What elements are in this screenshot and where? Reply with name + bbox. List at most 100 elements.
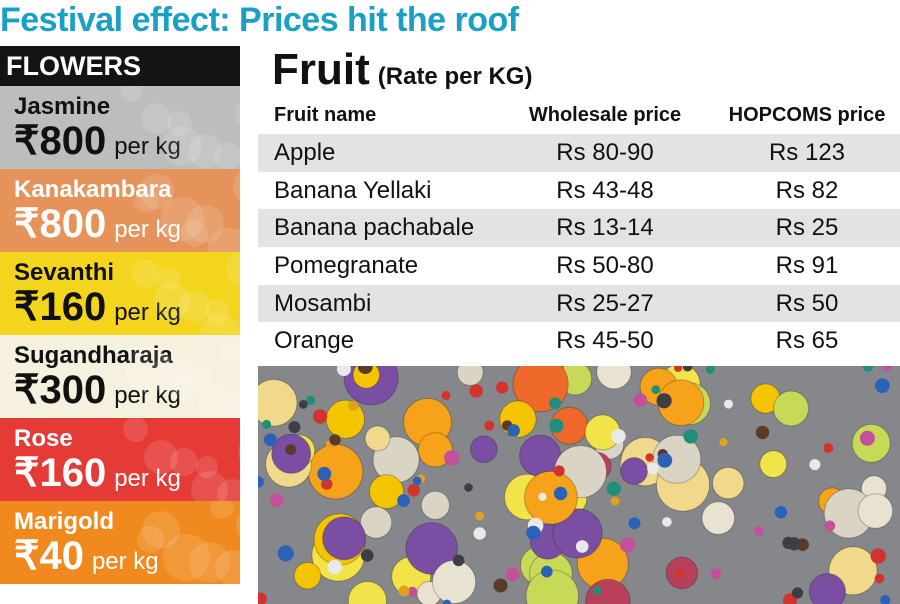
person [321, 478, 333, 490]
flower-heap [417, 432, 453, 468]
person [317, 466, 332, 481]
person [619, 537, 636, 553]
person [809, 459, 821, 471]
fruit-name-cell: Banana Yellaki [274, 176, 432, 204]
flower-item-marigold: Marigold ₹40 per kg [0, 501, 240, 584]
person [610, 496, 620, 506]
table-row: Apple Rs 80-90 Rs 123 [258, 134, 900, 172]
flower-heap [359, 506, 393, 539]
flower-heap [364, 425, 391, 452]
flower-heap [857, 493, 894, 529]
fruit-name-cell: Orange [274, 327, 355, 355]
flower-heap [456, 366, 484, 386]
wholesale-price-cell: Rs 80-90 [556, 138, 654, 166]
flower-heap [808, 573, 846, 604]
person [329, 434, 341, 446]
flower-price-amount: ₹800 [14, 119, 107, 163]
flower-item-sevanthi: Sevanthi ₹160 per kg [0, 252, 240, 335]
person [258, 592, 267, 604]
person [263, 433, 277, 447]
page-headline: Festival effect: Prices hit the roof [0, 1, 519, 39]
flower-price: ₹800 per kg [14, 204, 240, 252]
person [464, 483, 473, 492]
flower-heap [432, 559, 477, 604]
flower-list: Jasmine ₹800 per kg Kanakambara ₹800 per k… [0, 86, 240, 584]
flower-item-jasmine: Jasmine ₹800 per kg [0, 86, 240, 169]
flower-price-unit: per kg [114, 382, 181, 409]
person [710, 568, 722, 579]
person [870, 548, 886, 564]
person [270, 493, 284, 507]
person [823, 443, 834, 453]
person [493, 578, 508, 593]
person [285, 444, 297, 456]
flower-heap [524, 470, 578, 525]
flower-price-amount: ₹160 [14, 451, 107, 495]
flower-heap [773, 390, 809, 427]
person [575, 540, 589, 553]
flower-heap [258, 379, 298, 427]
flower-price-amount: ₹40 [14, 534, 84, 578]
person [880, 595, 891, 604]
flower-heap [307, 443, 364, 500]
person [312, 409, 328, 424]
person [755, 425, 770, 440]
person [262, 419, 272, 429]
flower-name: Sugandharaja [14, 342, 173, 369]
person [441, 390, 451, 400]
hopcoms-price-cell: Rs 25 [775, 214, 839, 242]
person [538, 492, 547, 501]
person [553, 486, 568, 501]
table-row: Orange Rs 45-50 Rs 65 [258, 322, 900, 360]
flower-heap [405, 522, 458, 575]
person [647, 462, 659, 475]
person [505, 567, 520, 581]
person [592, 586, 602, 595]
fruit-price-table: Fruit name Wholesale price HOPCOMS price… [258, 96, 900, 360]
person [882, 366, 891, 372]
hopcoms-price-cell: Rs 91 [775, 251, 839, 279]
fruit-name-cell: Banana pachabale [274, 214, 475, 242]
table-row: Banana pachabale Rs 13-14 Rs 25 [258, 209, 900, 248]
flower-name: Kanakambara [14, 176, 172, 203]
fruit-name-cell: Mosambi [274, 289, 372, 317]
person [675, 569, 685, 579]
flower-heap [420, 490, 450, 520]
person [754, 526, 764, 536]
person [724, 399, 733, 409]
flower-heap [585, 578, 631, 604]
person [774, 506, 788, 519]
flower-price: ₹40 per kg [14, 536, 240, 584]
person [397, 494, 410, 507]
person [791, 587, 804, 599]
person [348, 400, 359, 411]
flower-heap [759, 450, 788, 478]
person [651, 385, 661, 395]
flower-heap [552, 508, 603, 559]
person [327, 559, 342, 575]
fruit-title-subtitle: (Rate per KG) [377, 63, 533, 90]
flower-heap [322, 516, 366, 561]
flower-name: Rose [14, 425, 73, 452]
fruit-name-cell: Apple [274, 138, 336, 166]
person [862, 366, 874, 372]
flower-heap [352, 366, 381, 389]
flower-name: Jasmine [14, 93, 111, 120]
flower-price-unit: per kg [91, 548, 159, 575]
wholesale-price-cell: Rs 50-80 [556, 251, 654, 279]
person [674, 366, 683, 372]
person [611, 429, 626, 444]
flower-heap [347, 581, 387, 604]
flower-heap [470, 435, 498, 464]
person [705, 366, 715, 374]
flower-item-kanakambara: Kanakambara ₹800 per kg [0, 169, 240, 252]
person [305, 395, 316, 405]
person [719, 438, 728, 447]
person [357, 366, 373, 375]
column-header-wholesale: Wholesale price [528, 103, 682, 126]
flower-heap [620, 457, 649, 485]
fruit-name-cell: Pomegranate [274, 251, 419, 279]
flower-price: ₹160 per kg [14, 453, 240, 501]
flower-price: ₹800 per kg [14, 121, 240, 169]
flower-heap [293, 561, 322, 590]
